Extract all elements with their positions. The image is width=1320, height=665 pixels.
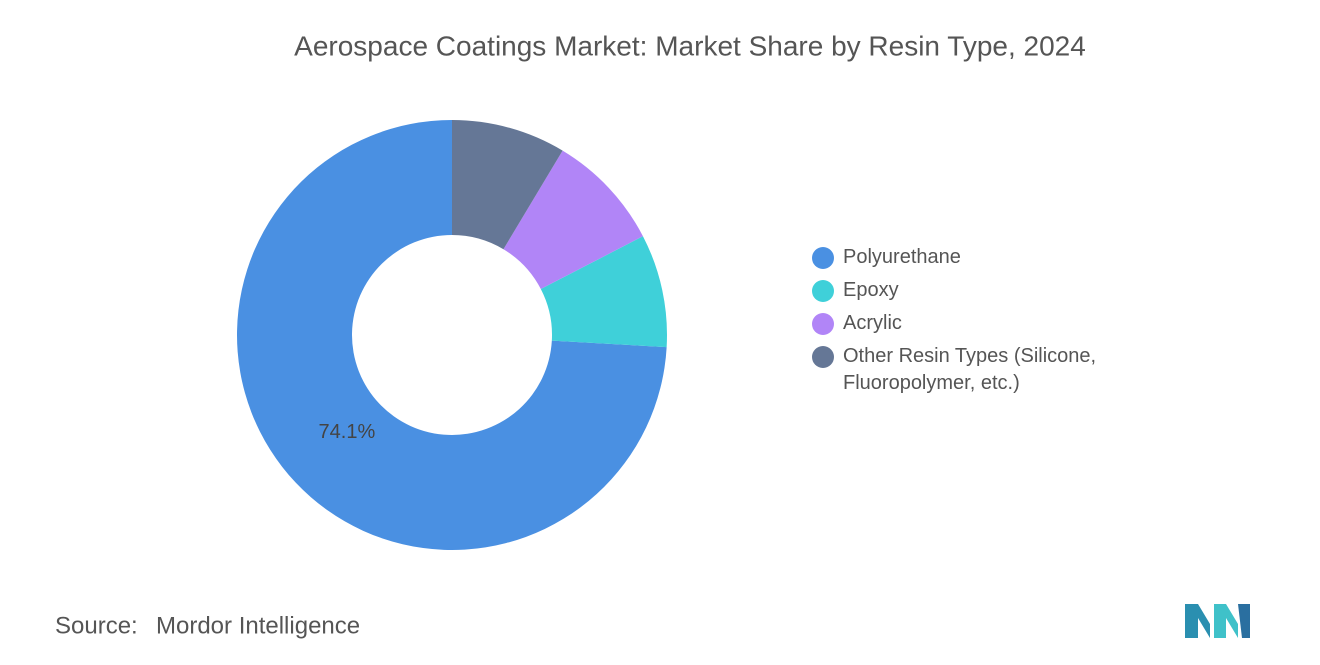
source-label: Source: (55, 612, 138, 639)
slice (452, 120, 563, 250)
legend-marker (812, 346, 834, 368)
legend-item: Polyurethane (812, 244, 1132, 271)
legend-marker (812, 313, 834, 335)
legend-marker (812, 280, 834, 302)
legend-label: Polyurethane (843, 246, 961, 268)
slice (236, 120, 667, 550)
data-label: 74.1% (319, 421, 376, 443)
chart-title: Aerospace Coatings Market: Market Share … (294, 30, 1086, 61)
legend-item: Other Resin Types (Silicone, Fluoropolym… (812, 343, 1132, 397)
legend: Polyurethane Epoxy Acrylic Other Resin Type… (812, 244, 1132, 403)
legend-label: Acrylic (843, 312, 902, 334)
legend-label: Other Resin Types (Silicone, Fluoropolym… (843, 345, 1097, 394)
slice (503, 150, 643, 290)
legend-marker (812, 247, 834, 269)
legend-label: Epoxy (843, 279, 899, 301)
legend-item: Epoxy (812, 277, 1132, 304)
slice (540, 236, 668, 348)
source: Mordor Intelligence (156, 612, 360, 639)
logo (1185, 604, 1250, 638)
legend-item: Acrylic (812, 310, 1132, 337)
